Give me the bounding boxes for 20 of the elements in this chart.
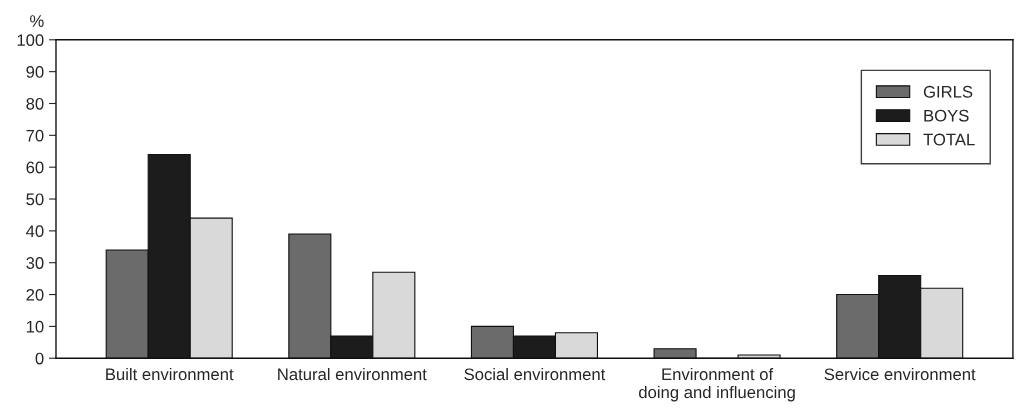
y-tick-label: 70: [26, 129, 44, 142]
y-tick-label: 40: [26, 225, 44, 238]
y-tick-label: 50: [26, 193, 44, 206]
y-tick-label: 80: [26, 97, 44, 110]
x-tick-label: Natural environment: [278, 367, 427, 381]
x-tick-label: Built environment: [106, 367, 234, 381]
x-tick-label: Social environment: [464, 367, 606, 381]
y-tick-label: 60: [26, 161, 44, 174]
y-tick-label: 0: [35, 352, 44, 365]
x-tick-label: Service environment: [824, 367, 976, 381]
legend-label: GIRLS: [923, 85, 973, 98]
y-tick-label: 100: [17, 34, 44, 47]
x-tick-label: Environment of doing and influencing: [639, 367, 795, 402]
y-tick-label: 20: [26, 288, 44, 301]
y-tick-label: 30: [26, 257, 44, 269]
legend-label: TOTAL: [923, 133, 975, 146]
y-tick-label: 90: [26, 66, 44, 78]
y-tick-label: 10: [26, 320, 44, 333]
y-axis-title: %: [30, 15, 44, 27]
legend-label: BOYS: [924, 109, 969, 122]
